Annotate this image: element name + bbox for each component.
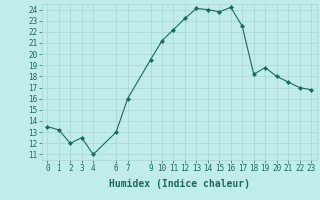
X-axis label: Humidex (Indice chaleur): Humidex (Indice chaleur): [109, 179, 250, 189]
